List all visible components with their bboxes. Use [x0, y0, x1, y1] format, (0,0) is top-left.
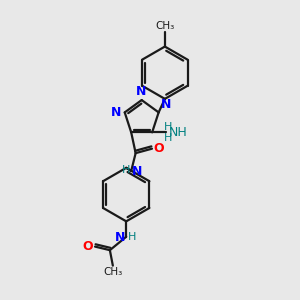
Text: NH: NH: [169, 126, 187, 139]
Text: N: N: [136, 85, 146, 98]
Text: N: N: [161, 98, 171, 111]
Text: O: O: [82, 240, 93, 253]
Text: H: H: [122, 165, 130, 176]
Text: CH₃: CH₃: [103, 267, 122, 277]
Text: CH₃: CH₃: [155, 21, 175, 31]
Text: N: N: [111, 106, 122, 119]
Text: H: H: [128, 232, 136, 242]
Text: H: H: [164, 122, 173, 132]
Text: N: N: [132, 165, 142, 178]
Text: H: H: [164, 133, 173, 143]
Text: N: N: [115, 231, 125, 244]
Text: O: O: [154, 142, 164, 155]
